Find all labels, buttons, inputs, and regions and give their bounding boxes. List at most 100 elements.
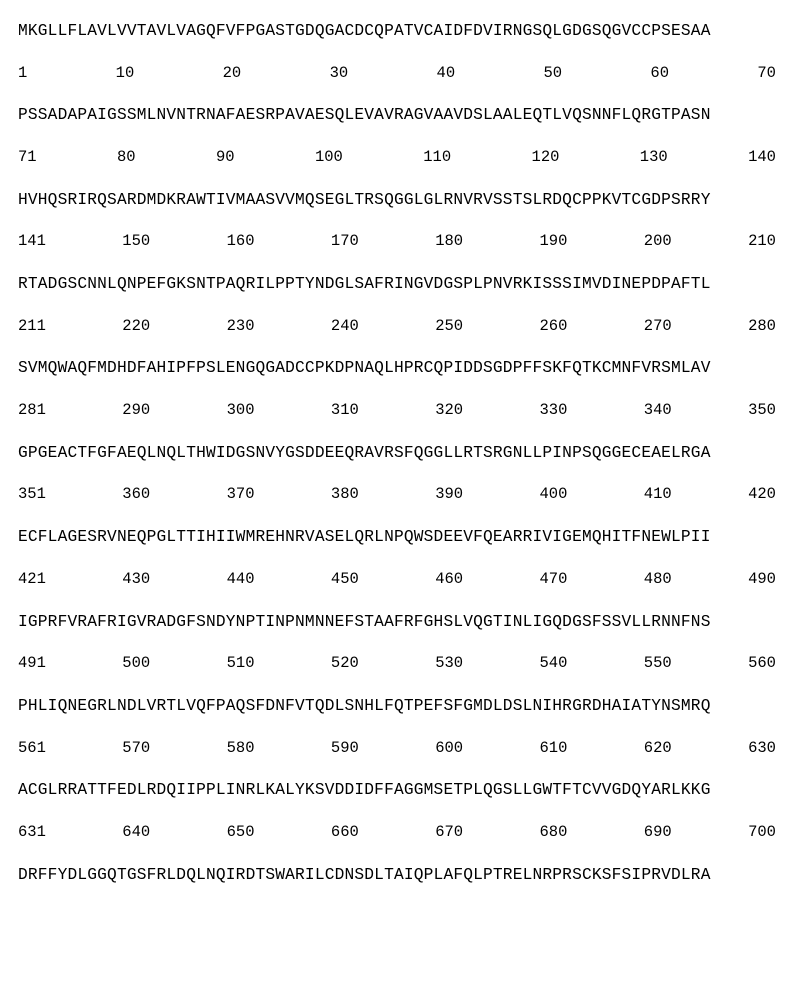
position-label: 40 <box>437 63 456 85</box>
position-label: 210 <box>748 231 776 253</box>
position-label: 10 <box>116 63 135 85</box>
position-label: 240 <box>331 316 359 338</box>
sequence-row-pair: DRFFYDLGGQTGSFRLDQLNQIRDTSWARILCDNSDLTAI… <box>18 864 780 887</box>
position-row: 561 570 580 590 600 610 620 630 <box>18 738 780 760</box>
position-label: 80 <box>117 147 136 169</box>
position-row: 491500510520530540550560 <box>18 653 780 675</box>
position-label: 600 <box>435 738 463 760</box>
position-row: 211220230240250260270280 <box>18 316 780 338</box>
position-label: 300 <box>227 400 255 422</box>
position-label: 220 <box>122 316 150 338</box>
position-label: 260 <box>539 316 567 338</box>
position-label: 190 <box>539 231 567 253</box>
position-label: 141 <box>18 231 46 253</box>
position-label: 500 <box>122 653 150 675</box>
position-label: 60 <box>650 63 669 85</box>
position-label: 450 <box>331 569 359 591</box>
position-row: 421430440450460470480490 <box>18 569 780 591</box>
position-label: 660 <box>331 822 359 844</box>
sequence-line: GPGEACTFGFAEQLNQLTHWIDGSNVYGSDDEEQRAVRSF… <box>18 442 780 465</box>
sequence-line: HVHQSRIRQSARDMDKRAWTIVMAASVVMQSEGLTRSQGG… <box>18 189 780 212</box>
position-row: 71 80 90 100 110 120 130 140 <box>18 147 780 169</box>
position-label: 320 <box>435 400 463 422</box>
position-label: 590 <box>331 738 359 760</box>
position-label: 410 <box>644 484 672 506</box>
position-label: 140 <box>748 147 776 169</box>
position-label: 480 <box>644 569 672 591</box>
sequence-row-pair: PSSADAPAIGSSMLNVNTRNAFAESRPAVAESQLEVAVRA… <box>18 104 780 168</box>
position-label: 650 <box>227 822 255 844</box>
position-label: 90 <box>216 147 235 169</box>
sequence-row-pair: ECFLAGESRVNEQPGLTTIHIIWMREHNRVASELQRLNPQ… <box>18 526 780 590</box>
position-label: 180 <box>435 231 463 253</box>
position-label: 71 <box>18 147 37 169</box>
position-label: 490 <box>748 569 776 591</box>
position-row: 351 360 370 380 390 400 410 420 <box>18 484 780 506</box>
position-label: 540 <box>539 653 567 675</box>
sequence-row-pair: IGPRFVRAFRIGVRADGFSNDYNPTINPNMNNEFSTAAFR… <box>18 611 780 675</box>
sequence-line: DRFFYDLGGQTGSFRLDQLNQIRDTSWARILCDNSDLTAI… <box>18 864 780 887</box>
sequence-row-pair: GPGEACTFGFAEQLNQLTHWIDGSNVYGSDDEEQRAVRSF… <box>18 442 780 506</box>
position-label: 130 <box>640 147 668 169</box>
position-label: 400 <box>539 484 567 506</box>
position-label: 200 <box>644 231 672 253</box>
position-label: 421 <box>18 569 46 591</box>
position-label: 680 <box>539 822 567 844</box>
position-label: 1 <box>18 63 27 85</box>
position-label: 630 <box>748 738 776 760</box>
sequence-row-pair: SVMQWAQFMDHDFAHIPFPSLENGQGADCCPKDPNAQLHP… <box>18 357 780 421</box>
position-label: 520 <box>331 653 359 675</box>
position-label: 160 <box>227 231 255 253</box>
position-label: 100 <box>315 147 343 169</box>
position-label: 70 <box>757 63 776 85</box>
position-label: 370 <box>227 484 255 506</box>
sequence-line: MKGLLFLAVLVVTAVLVAGQFVFPGASTGDQGACDCQPAT… <box>18 20 780 43</box>
sequence-line: IGPRFVRAFRIGVRADGFSNDYNPTINPNMNNEFSTAAFR… <box>18 611 780 634</box>
position-label: 120 <box>532 147 560 169</box>
position-label: 561 <box>18 738 46 760</box>
position-label: 550 <box>644 653 672 675</box>
position-label: 570 <box>122 738 150 760</box>
position-label: 690 <box>644 822 672 844</box>
position-label: 20 <box>223 63 242 85</box>
position-label: 700 <box>748 822 776 844</box>
position-label: 390 <box>435 484 463 506</box>
position-label: 351 <box>18 484 46 506</box>
sequence-row-pair: ACGLRRATTFEDLRDQIIPPLINRLKALYKSVDDIDFFAG… <box>18 779 780 843</box>
position-label: 610 <box>539 738 567 760</box>
position-label: 580 <box>227 738 255 760</box>
position-label: 340 <box>644 400 672 422</box>
position-label: 290 <box>122 400 150 422</box>
position-row: 281 290 300 310 320 330 340 350 <box>18 400 780 422</box>
position-label: 281 <box>18 400 46 422</box>
position-label: 560 <box>748 653 776 675</box>
position-label: 360 <box>122 484 150 506</box>
position-label: 420 <box>748 484 776 506</box>
position-label: 510 <box>227 653 255 675</box>
position-label: 440 <box>227 569 255 591</box>
position-label: 330 <box>539 400 567 422</box>
position-label: 310 <box>331 400 359 422</box>
position-label: 30 <box>330 63 349 85</box>
position-label: 170 <box>331 231 359 253</box>
sequence-line: PHLIQNEGRLNDLVRTLVQFPAQSFDNFVTQDLSNHLFQT… <box>18 695 780 718</box>
position-label: 631 <box>18 822 46 844</box>
position-label: 350 <box>748 400 776 422</box>
sequence-row-pair: MKGLLFLAVLVVTAVLVAGQFVFPGASTGDQGACDCQPAT… <box>18 20 780 84</box>
position-label: 530 <box>435 653 463 675</box>
position-label: 430 <box>122 569 150 591</box>
position-label: 280 <box>748 316 776 338</box>
position-label: 110 <box>423 147 451 169</box>
position-label: 211 <box>18 316 46 338</box>
sequence-line: ECFLAGESRVNEQPGLTTIHIIWMREHNRVASELQRLNPQ… <box>18 526 780 549</box>
position-label: 470 <box>539 569 567 591</box>
position-label: 270 <box>644 316 672 338</box>
position-label: 640 <box>122 822 150 844</box>
sequence-line: SVMQWAQFMDHDFAHIPFPSLENGQGADCCPKDPNAQLHP… <box>18 357 780 380</box>
position-label: 380 <box>331 484 359 506</box>
sequence-line: ACGLRRATTFEDLRDQIIPPLINRLKALYKSVDDIDFFAG… <box>18 779 780 802</box>
position-label: 150 <box>122 231 150 253</box>
position-label: 230 <box>227 316 255 338</box>
sequence-row-pair: RTADGSCNNLQNPEFGKSNTPAQRILPPTYNDGLSAFRIN… <box>18 273 780 337</box>
position-label: 620 <box>644 738 672 760</box>
